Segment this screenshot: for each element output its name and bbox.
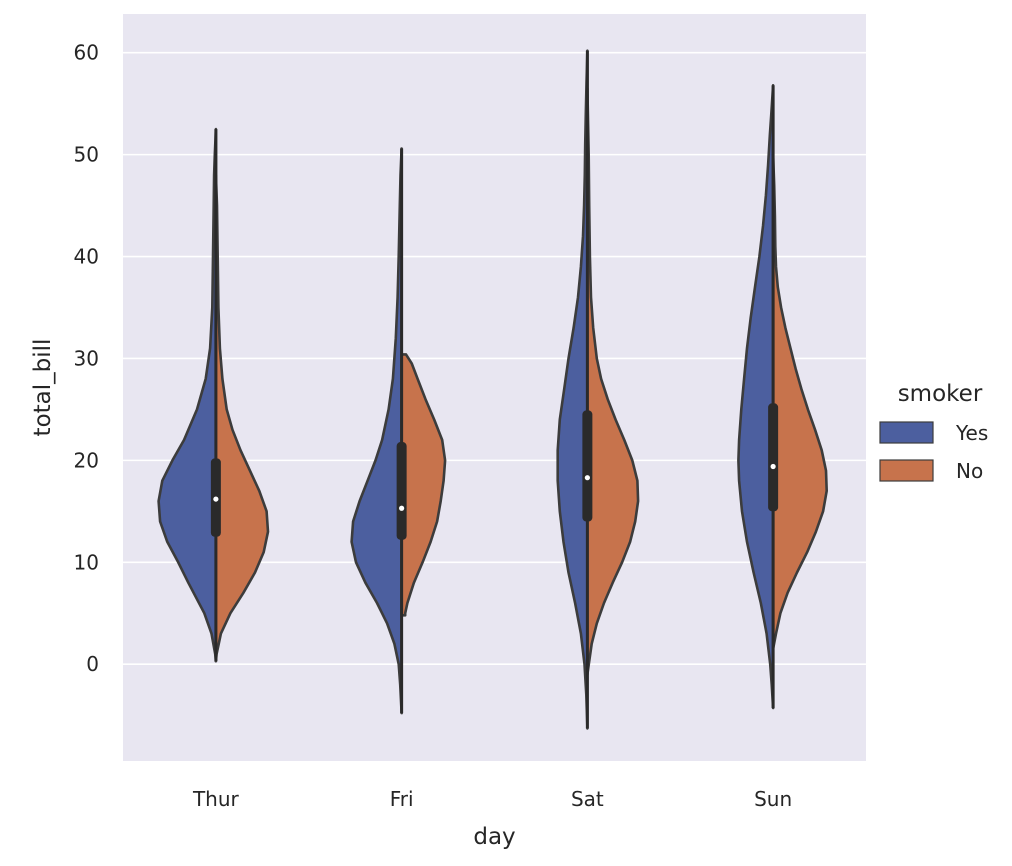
legend-title: smoker: [898, 381, 983, 407]
y-tick-label: 30: [74, 346, 99, 370]
legend: smoker Yes No: [879, 381, 988, 483]
y-tick-labels: 0 10 20 30 40 50 60: [74, 41, 99, 676]
violin-no-fri: [400, 353, 447, 617]
median-dot-fri: [399, 505, 405, 511]
y-tick-label: 20: [74, 448, 99, 472]
violin-no-thur: [214, 173, 270, 663]
y-tick-label: 50: [74, 143, 99, 167]
y-axis-label: total_bill: [30, 339, 56, 437]
legend-swatch-yes: [879, 421, 934, 444]
x-tick-label: Sun: [754, 787, 792, 811]
x-tick-label: Thur: [192, 787, 240, 811]
legend-label-yes: Yes: [955, 421, 988, 445]
violin-yes-fri: [350, 147, 403, 715]
x-tick-label: Fri: [390, 787, 414, 811]
y-tick-label: 10: [74, 550, 99, 574]
median-dot-thur: [213, 496, 219, 502]
x-tick-labels: Thur Fri Sat Sun: [192, 787, 792, 811]
median-dot-sun: [770, 463, 776, 470]
violin-yes-thur: [157, 127, 218, 663]
iqr-box-fri: [396, 442, 407, 540]
y-tick-label: 0: [86, 652, 99, 676]
iqr-box-sat: [582, 410, 593, 522]
violin-yes-sun: [737, 84, 775, 710]
iqr-box-sun: [768, 403, 779, 512]
median-dot-sat: [584, 475, 590, 481]
x-tick-label: Sat: [571, 787, 604, 811]
legend-label-no: No: [956, 459, 983, 483]
legend-swatch-no: [879, 459, 934, 482]
y-tick-label: 40: [74, 245, 99, 269]
violin-yes-sat: [556, 49, 589, 730]
violins: [157, 49, 828, 730]
x-axis-label: day: [473, 824, 515, 850]
violin-no-sun: [771, 153, 828, 651]
y-tick-label: 60: [74, 41, 99, 65]
